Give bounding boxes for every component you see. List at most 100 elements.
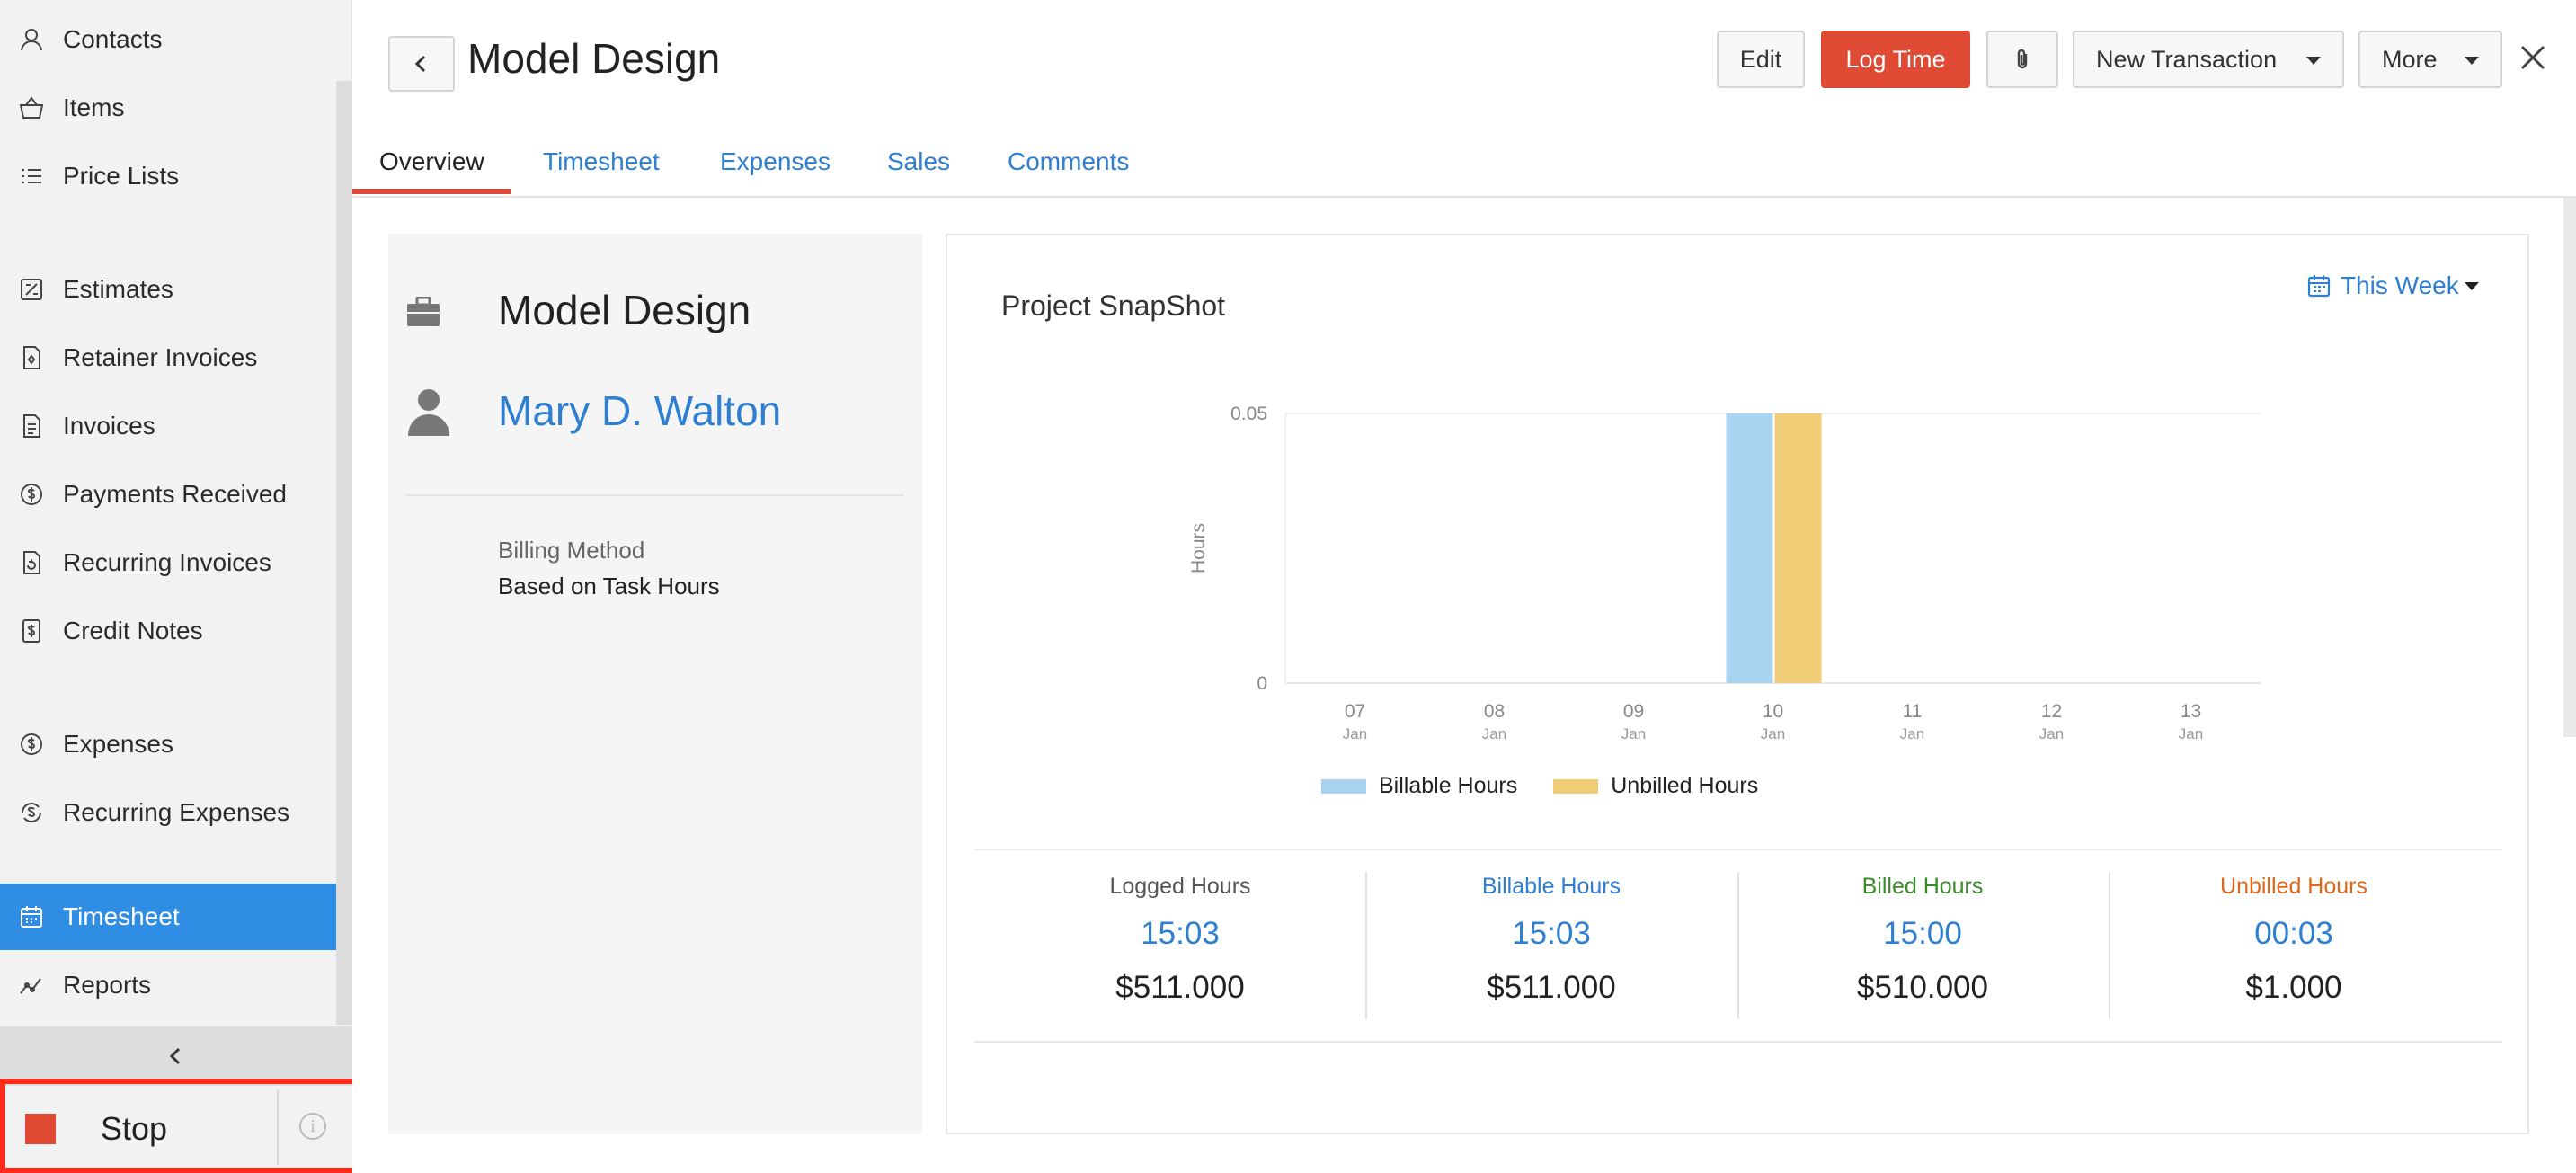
info-icon[interactable]: i	[299, 1113, 326, 1140]
close-icon[interactable]	[2517, 41, 2549, 74]
caret-down-icon	[2465, 57, 2479, 65]
timer-bar: Stop i	[0, 1086, 352, 1173]
divider	[277, 1089, 279, 1165]
sidebar-item-label: Retainer Invoices	[63, 343, 258, 371]
stat-logged-hours: Logged Hours 15:03 $511.000	[995, 874, 1365, 1006]
recurring-expense-icon	[16, 797, 47, 828]
sidebar-item-credit-notes[interactable]: Credit Notes	[0, 598, 336, 664]
x-tick-label: 08	[1484, 701, 1505, 722]
bar-unbilled-hours	[1774, 413, 1822, 683]
more-label: More	[2382, 45, 2438, 73]
chart-legend: Billable Hours Unbilled Hours	[1321, 773, 1794, 799]
new-transaction-button[interactable]: New Transaction	[2073, 31, 2344, 88]
legend-label: Billable Hours	[1379, 773, 1518, 798]
sidebar-item-expenses[interactable]: Expenses	[0, 711, 336, 778]
main-scrollbar[interactable]	[2563, 198, 2576, 737]
sidebar-item-label: Items	[63, 93, 125, 121]
calendar-icon	[16, 902, 47, 932]
edit-button[interactable]: Edit	[1717, 31, 1805, 88]
sidebar-item-recurring-expenses[interactable]: Recurring Expenses	[0, 779, 336, 846]
sidebar-item-price-lists[interactable]: Price Lists	[0, 143, 336, 209]
tab-sales[interactable]: Sales	[887, 147, 951, 175]
x-tick-sublabel: Jan	[1761, 725, 1785, 742]
person-icon	[408, 389, 449, 436]
dollar-circle-icon	[16, 729, 47, 760]
more-button[interactable]: More	[2358, 31, 2502, 88]
stop-timer-button[interactable]: Stop	[7, 1095, 277, 1163]
sidebar-scrollbar[interactable]	[336, 81, 352, 1025]
divider	[1737, 872, 1739, 1019]
legend-item-unbilled[interactable]: Unbilled Hours	[1553, 773, 1758, 799]
sidebar-item-invoices[interactable]: Invoices	[0, 393, 336, 459]
billing-method-label: Billing Method	[498, 537, 645, 564]
divider	[1365, 872, 1367, 1019]
tab-comments[interactable]: Comments	[1008, 147, 1130, 175]
tab-expenses[interactable]: Expenses	[720, 147, 831, 175]
stat-unbilled-hours: Unbilled Hours 00:03 $1.000	[2109, 874, 2479, 1006]
sidebar-item-label: Reports	[63, 971, 152, 999]
list-icon	[16, 161, 47, 191]
tab-bar: Overview Timesheet Expenses Sales Commen…	[352, 131, 2576, 198]
stat-label: Unbilled Hours	[2220, 874, 2367, 899]
sidebar-item-label: Contacts	[63, 25, 163, 53]
x-tick-label: 13	[2181, 701, 2201, 722]
sidebar-item-label: Price Lists	[63, 162, 180, 190]
tab-overview[interactable]: Overview	[379, 147, 484, 175]
sidebar: Contacts Items Price Lists Estimates Ret…	[0, 0, 352, 1173]
customer-name-link[interactable]: Mary D. Walton	[498, 387, 782, 434]
stat-billed-hours: Billed Hours 15:00 $510.000	[1737, 874, 2108, 1006]
sidebar-item-label: Estimates	[63, 275, 173, 303]
sidebar-item-payments-received[interactable]: Payments Received	[0, 461, 336, 528]
sidebar-item-recurring-invoices[interactable]: Recurring Invoices	[0, 529, 336, 596]
x-tick-label: 12	[2041, 701, 2062, 722]
stop-label: Stop	[101, 1110, 168, 1147]
stat-label: Billable Hours	[1481, 874, 1621, 899]
stat-amount: $510.000	[1857, 970, 1988, 1005]
attachment-button[interactable]	[1986, 31, 2058, 88]
stat-amount: $1.000	[2245, 970, 2342, 1005]
x-tick-sublabel: Jan	[1482, 725, 1506, 742]
sidebar-item-estimates[interactable]: Estimates	[0, 256, 336, 323]
estimate-icon	[16, 274, 47, 305]
tab-timesheet[interactable]: Timesheet	[543, 147, 660, 175]
x-tick-sublabel: Jan	[2179, 725, 2203, 742]
briefcase-icon	[407, 297, 440, 326]
paperclip-icon	[2017, 49, 2028, 69]
log-time-button[interactable]: Log Time	[1821, 31, 1970, 88]
x-tick-label: 11	[1903, 701, 1923, 722]
billing-method-value: Based on Task Hours	[498, 573, 720, 600]
sidebar-item-contacts[interactable]: Contacts	[0, 6, 336, 73]
payment-icon	[16, 479, 47, 510]
divider	[2109, 872, 2110, 1019]
project-details-panel	[388, 234, 922, 1134]
stat-hours: 15:03	[1141, 916, 1220, 951]
divider	[974, 1041, 2502, 1043]
x-tick-label: 07	[1345, 701, 1365, 722]
back-button[interactable]	[388, 36, 455, 92]
sidebar-item-label: Payments Received	[63, 480, 288, 508]
stat-label: Logged Hours	[1109, 874, 1251, 899]
sidebar-item-retainer-invoices[interactable]: Retainer Invoices	[0, 324, 336, 391]
divider	[974, 849, 2502, 850]
x-tick-label: 10	[1763, 701, 1783, 722]
caret-down-icon	[2306, 57, 2321, 65]
sidebar-item-reports[interactable]: Reports	[0, 952, 336, 1018]
stat-hours: 15:03	[1512, 916, 1591, 951]
person-icon	[16, 24, 47, 55]
x-tick-sublabel: Jan	[1900, 725, 1924, 742]
chevron-left-icon	[169, 1047, 181, 1065]
sidebar-item-label: Recurring Expenses	[63, 798, 290, 826]
y-tick-label: 0	[1257, 673, 1267, 694]
snapshot-title: Project SnapShot	[1001, 289, 1226, 322]
sidebar-item-timesheet[interactable]: Timesheet	[0, 884, 336, 950]
new-transaction-label: New Transaction	[2096, 45, 2278, 73]
y-tick-label: 0.05	[1230, 404, 1267, 424]
period-dropdown[interactable]: This Week	[2306, 271, 2479, 300]
bar-billable-hours	[1726, 413, 1773, 683]
legend-item-billable[interactable]: Billable Hours	[1321, 773, 1517, 799]
stop-icon	[25, 1114, 56, 1144]
sidebar-collapse-button[interactable]	[0, 1026, 352, 1086]
sidebar-item-items[interactable]: Items	[0, 75, 336, 141]
x-tick-label: 09	[1623, 701, 1644, 722]
x-tick-sublabel: Jan	[1621, 725, 1646, 742]
